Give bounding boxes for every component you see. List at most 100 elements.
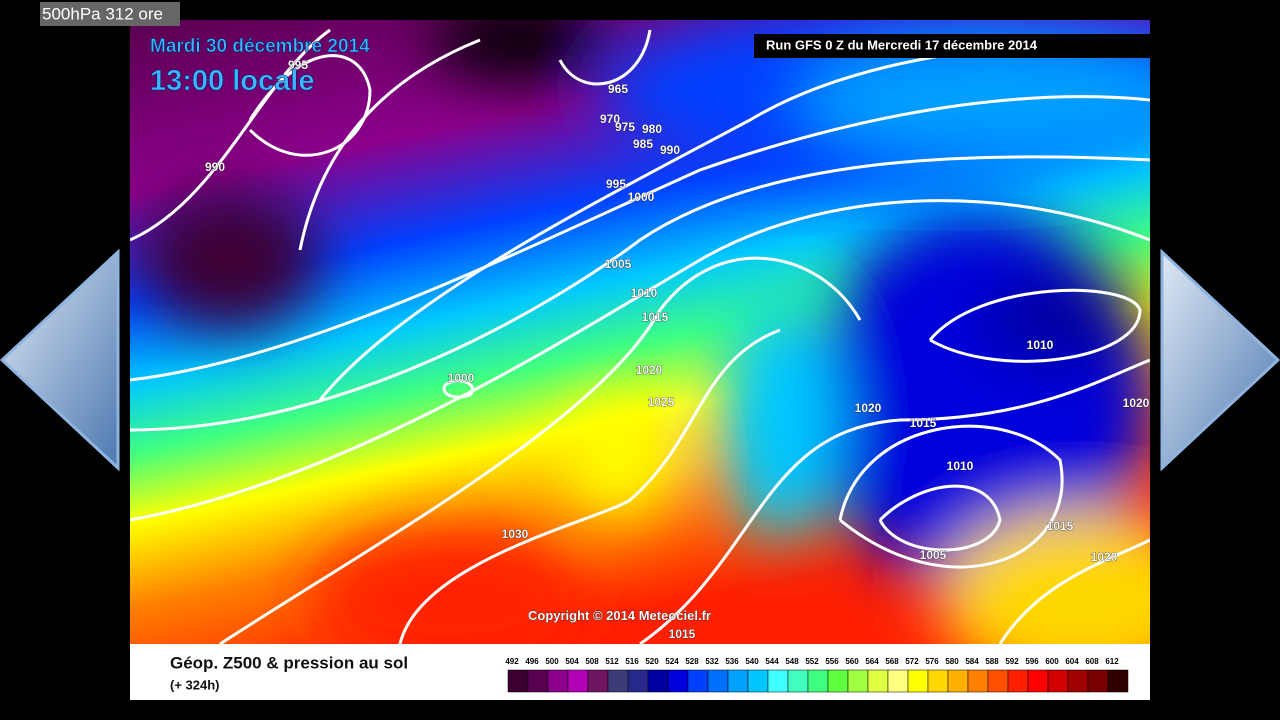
isobar-label: 1000 bbox=[448, 371, 475, 385]
legend-swatch bbox=[647, 669, 669, 693]
legend-swatch bbox=[987, 669, 1009, 693]
legend-value: 608 bbox=[1085, 657, 1099, 666]
legend-value: 500 bbox=[545, 657, 559, 666]
legend: 492 496 500 504 508 512 516 520 524 528 532 536 540 5… bbox=[505, 657, 1129, 693]
legend-swatch bbox=[727, 669, 749, 693]
legend-swatch bbox=[847, 669, 869, 693]
legend-swatch bbox=[507, 669, 529, 693]
legend-value: 612 bbox=[1105, 657, 1119, 666]
legend-swatch bbox=[787, 669, 809, 693]
isobar-label: 1025 bbox=[648, 395, 675, 409]
legend-swatch bbox=[527, 669, 549, 693]
legend-value: 584 bbox=[965, 657, 979, 666]
isobar-label: 1005 bbox=[920, 548, 947, 562]
legend-value: 548 bbox=[785, 657, 799, 666]
isobar-label: 1000 bbox=[628, 190, 655, 204]
previous-arrow[interactable] bbox=[0, 248, 120, 472]
isobar-label: 1010 bbox=[947, 459, 974, 473]
isobar-label: 975 bbox=[615, 120, 635, 134]
legend-value: 580 bbox=[945, 657, 959, 666]
legend-value: 512 bbox=[605, 657, 619, 666]
legend-value: 504 bbox=[565, 657, 579, 666]
status-label: 500hPa 312 ore bbox=[42, 4, 163, 23]
legend-swatch bbox=[1107, 669, 1129, 693]
isobar-label: 1020 bbox=[1091, 550, 1118, 564]
legend-swatch bbox=[687, 669, 709, 693]
isobars bbox=[130, 28, 1150, 644]
legend-swatch bbox=[807, 669, 829, 693]
isobar-label: 990 bbox=[205, 160, 225, 174]
isobar-label: 1030 bbox=[502, 527, 529, 541]
legend-value: 508 bbox=[585, 657, 599, 666]
legend-swatch bbox=[707, 669, 729, 693]
copyright: Copyright © 2014 Meteociel.fr bbox=[528, 608, 711, 623]
next-arrow[interactable] bbox=[1160, 248, 1280, 472]
isobar-label: 1005 bbox=[605, 257, 632, 271]
legend-swatch bbox=[947, 669, 969, 693]
isobar-label: 970 bbox=[600, 112, 620, 126]
legend-swatch bbox=[867, 669, 889, 693]
legend-swatch bbox=[1007, 669, 1029, 693]
legend-swatch bbox=[1087, 669, 1109, 693]
legend-value: 544 bbox=[765, 657, 779, 666]
run-info: Run GFS 0 Z du Mercredi 17 décembre 2014 bbox=[766, 37, 1038, 52]
forecast-time: 13:00 locale bbox=[150, 65, 314, 97]
footer-title: Géop. Z500 & pression au sol bbox=[170, 653, 408, 672]
legend-value: 492 bbox=[505, 657, 519, 666]
legend-value: 588 bbox=[985, 657, 999, 666]
legend-value: 496 bbox=[525, 657, 539, 666]
legend-value: 600 bbox=[1045, 657, 1059, 666]
legend-swatch bbox=[827, 669, 849, 693]
isobar-label: 980 bbox=[642, 122, 662, 136]
legend-swatch bbox=[587, 669, 609, 693]
legend-value: 604 bbox=[1065, 657, 1079, 666]
legend-swatch bbox=[1027, 669, 1049, 693]
isobar-label: 1010 bbox=[631, 286, 658, 300]
legend-value: 556 bbox=[825, 657, 839, 666]
legend-value: 516 bbox=[625, 657, 639, 666]
legend-swatch bbox=[547, 669, 569, 693]
legend-swatch bbox=[887, 669, 909, 693]
legend-swatch bbox=[567, 669, 589, 693]
legend-value: 532 bbox=[705, 657, 719, 666]
legend-swatch bbox=[927, 669, 949, 693]
isobar-label: 1020 bbox=[636, 363, 663, 377]
legend-value: 552 bbox=[805, 657, 819, 666]
legend-value: 592 bbox=[1005, 657, 1019, 666]
isobar-label: 995 bbox=[288, 58, 308, 72]
legend-swatch bbox=[907, 669, 929, 693]
forecast-lead: (+ 324h) bbox=[170, 677, 220, 692]
legend-value: 572 bbox=[905, 657, 919, 666]
isobar-label: 1015 bbox=[910, 416, 937, 430]
legend-value: 540 bbox=[745, 657, 759, 666]
isobar-label: 965 bbox=[608, 82, 628, 96]
legend-swatch bbox=[627, 669, 649, 693]
isobar-label: 1020 bbox=[1123, 396, 1150, 410]
legend-value: 536 bbox=[725, 657, 739, 666]
legend-value: 528 bbox=[685, 657, 699, 666]
legend-value: 560 bbox=[845, 657, 859, 666]
legend-swatch bbox=[967, 669, 989, 693]
legend-swatch bbox=[607, 669, 629, 693]
isobar-label: 1015 bbox=[642, 310, 669, 324]
isobar-label: 1015 bbox=[669, 627, 696, 641]
isobar-label: 985 bbox=[633, 137, 653, 151]
legend-value: 564 bbox=[865, 657, 879, 666]
legend-swatch bbox=[667, 669, 689, 693]
legend-value: 596 bbox=[1025, 657, 1039, 666]
legend-swatch bbox=[1067, 669, 1089, 693]
legend-swatch bbox=[767, 669, 789, 693]
isobar-label: 1010 bbox=[1027, 338, 1054, 352]
legend-swatch bbox=[747, 669, 769, 693]
isobar-label: 990 bbox=[660, 143, 680, 157]
isobar-label: 1020 bbox=[855, 401, 882, 415]
forecast-date: Mardi 30 décembre 2014 bbox=[150, 36, 370, 57]
legend-value: 520 bbox=[645, 657, 659, 666]
legend-value: 524 bbox=[665, 657, 679, 666]
isobar-label: 995 bbox=[606, 177, 626, 191]
legend-value: 568 bbox=[885, 657, 899, 666]
legend-swatch bbox=[1047, 669, 1069, 693]
